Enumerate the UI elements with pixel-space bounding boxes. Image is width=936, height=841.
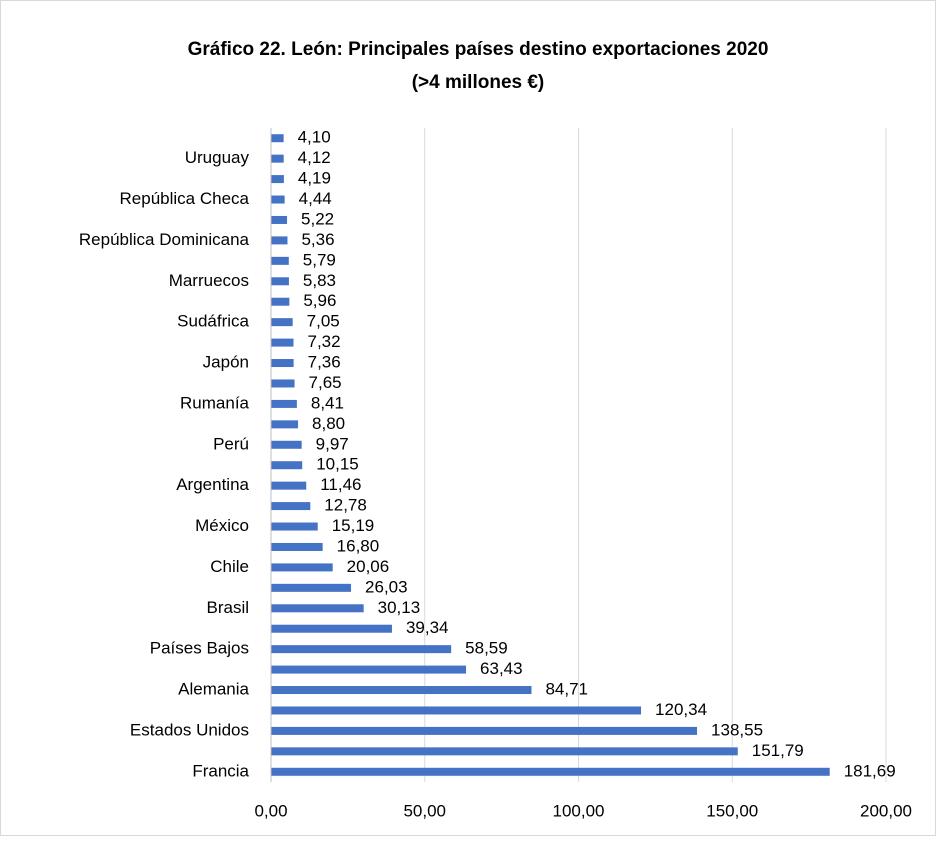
bar — [271, 563, 333, 572]
data-label: 181,69 — [844, 761, 896, 780]
data-label: 58,59 — [465, 639, 508, 658]
data-label: 26,03 — [365, 577, 408, 596]
bar — [271, 215, 288, 224]
data-label: 4,10 — [298, 128, 331, 147]
bar — [271, 236, 288, 245]
bar — [271, 665, 467, 674]
data-label: 5,79 — [303, 250, 336, 269]
bar — [271, 440, 302, 449]
data-label: 7,32 — [308, 332, 341, 351]
y-tick-label: Marruecos — [169, 271, 249, 290]
y-tick-label: Sudáfrica — [177, 312, 249, 331]
bar — [271, 256, 289, 265]
bar — [271, 420, 299, 429]
data-label: 16,80 — [337, 536, 380, 555]
data-label: 4,19 — [298, 169, 331, 188]
bar — [271, 645, 452, 654]
bar — [271, 604, 364, 613]
y-tick-label: Francia — [192, 761, 249, 780]
bar — [271, 624, 392, 633]
data-label: 10,15 — [316, 455, 359, 474]
bar — [271, 726, 698, 735]
data-label: 151,79 — [752, 741, 804, 760]
data-label: 20,06 — [347, 557, 390, 576]
data-label: 5,83 — [303, 271, 336, 290]
chart-title: Gráfico 22. León: Principales países des… — [188, 39, 769, 60]
y-tick-label: Chile — [210, 557, 249, 576]
x-tick-label: 50,00 — [403, 801, 446, 820]
data-label: 30,13 — [378, 598, 421, 617]
x-tick-label: 200,00 — [860, 801, 912, 820]
data-label: 7,65 — [309, 373, 342, 392]
bar — [271, 747, 738, 756]
y-tick-label: Países Bajos — [150, 639, 249, 658]
chart-title: (>4 millones €) — [412, 72, 545, 93]
y-tick-label: Japón — [203, 353, 249, 372]
data-label: 5,36 — [301, 230, 334, 249]
y-tick-label: Rumanía — [180, 393, 250, 412]
data-label: 63,43 — [480, 659, 523, 678]
bar — [271, 297, 290, 306]
data-label: 15,19 — [332, 516, 375, 535]
bar — [271, 175, 284, 184]
data-label: 12,78 — [324, 496, 367, 515]
y-tick-label: México — [195, 516, 249, 535]
bar — [271, 359, 294, 368]
bar — [271, 706, 642, 715]
x-tick-label: 0,00 — [254, 801, 287, 820]
bar — [271, 195, 285, 204]
data-label: 5,96 — [303, 291, 336, 310]
data-label: 8,80 — [312, 414, 345, 433]
data-label: 7,36 — [308, 353, 341, 372]
y-tick-label: Argentina — [176, 475, 249, 494]
y-tick-label: República Dominicana — [79, 230, 250, 249]
bar — [271, 318, 293, 327]
bar — [271, 542, 323, 551]
bar — [271, 481, 307, 490]
bar — [271, 379, 295, 388]
bar — [271, 686, 532, 695]
bar — [271, 277, 289, 286]
bar — [271, 461, 303, 470]
bar — [271, 154, 284, 163]
bar — [271, 338, 294, 347]
y-tick-label: Estados Unidos — [130, 720, 249, 739]
y-tick-label: República Checa — [120, 189, 250, 208]
y-tick-label: Alemania — [178, 680, 249, 699]
data-label: 11,46 — [320, 475, 361, 494]
bar — [271, 502, 311, 511]
bar — [271, 583, 352, 592]
bar — [271, 134, 284, 143]
y-tick-label: Perú — [213, 434, 249, 453]
data-label: 7,05 — [307, 312, 340, 331]
data-label: 8,41 — [311, 393, 344, 412]
data-label: 84,71 — [545, 680, 588, 699]
bar — [271, 522, 318, 531]
bar — [271, 399, 297, 408]
data-label: 138,55 — [711, 720, 763, 739]
data-label: 120,34 — [655, 700, 707, 719]
x-tick-label: 100,00 — [553, 801, 605, 820]
data-label: 9,97 — [316, 434, 349, 453]
y-tick-label: Brasil — [206, 598, 249, 617]
data-label: 4,44 — [299, 189, 332, 208]
y-tick-label: Uruguay — [185, 148, 250, 167]
bar — [271, 767, 830, 776]
data-label: 5,22 — [301, 209, 334, 228]
data-label: 39,34 — [406, 618, 449, 637]
x-tick-label: 150,00 — [706, 801, 758, 820]
data-label: 4,12 — [298, 148, 331, 167]
